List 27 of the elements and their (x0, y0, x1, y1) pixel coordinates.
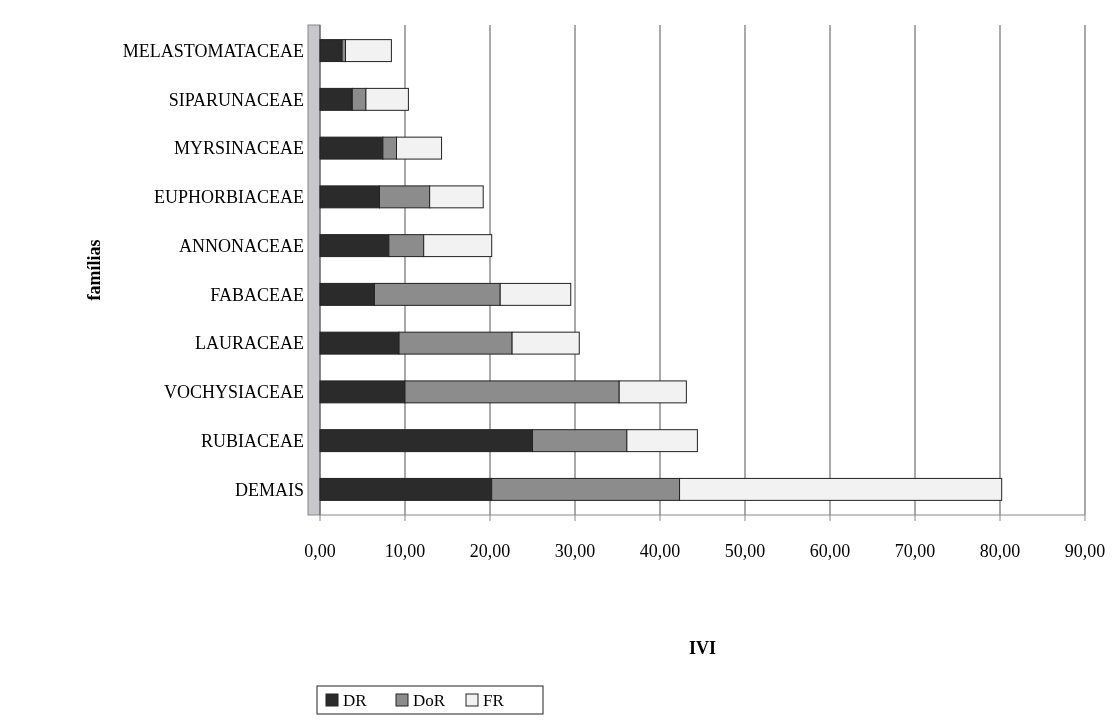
x-tick-label: 10,00 (384, 541, 426, 561)
y-tick-label: SIPARUNACEAE (168, 89, 304, 110)
x-tick-label: 20,00 (469, 541, 511, 561)
x-axis-title: IVI (688, 638, 717, 658)
x-tick-label: 0,00 (304, 541, 336, 561)
y-tick-label: MYRSINACEAE (173, 138, 304, 159)
x-tick-label: 50,00 (724, 541, 766, 561)
legend-label: DoR (413, 690, 446, 710)
y-tick-label: FABACEAE (210, 284, 304, 305)
y-tick-label: LAURACEAE (195, 333, 304, 354)
x-tick-label: 80,00 (979, 541, 1021, 561)
x-tick-label: 30,00 (554, 541, 596, 561)
bar (345, 39, 392, 63)
y-tick-label: RUBIACEAE (201, 430, 304, 451)
x-tick-label: 60,00 (809, 541, 851, 561)
y-tick-label: VOCHYSIACEAE (163, 382, 304, 403)
bar (319, 39, 343, 63)
y-tick-label: EUPHORBIACEAE (153, 187, 304, 208)
x-tick-label: 40,00 (639, 541, 681, 561)
legend-label: DR (343, 690, 368, 710)
y-axis-title: famílias (84, 239, 104, 301)
y-tick-label: ANNONACEAE (179, 235, 304, 256)
legend-label: FR (483, 690, 505, 710)
y-tick-label: MELASTOMATACEAE (122, 40, 304, 61)
x-tick-label: 90,00 (1064, 541, 1106, 561)
y-tick-label: DEMAIS (234, 479, 304, 500)
x-tick-label: 70,00 (894, 541, 936, 561)
